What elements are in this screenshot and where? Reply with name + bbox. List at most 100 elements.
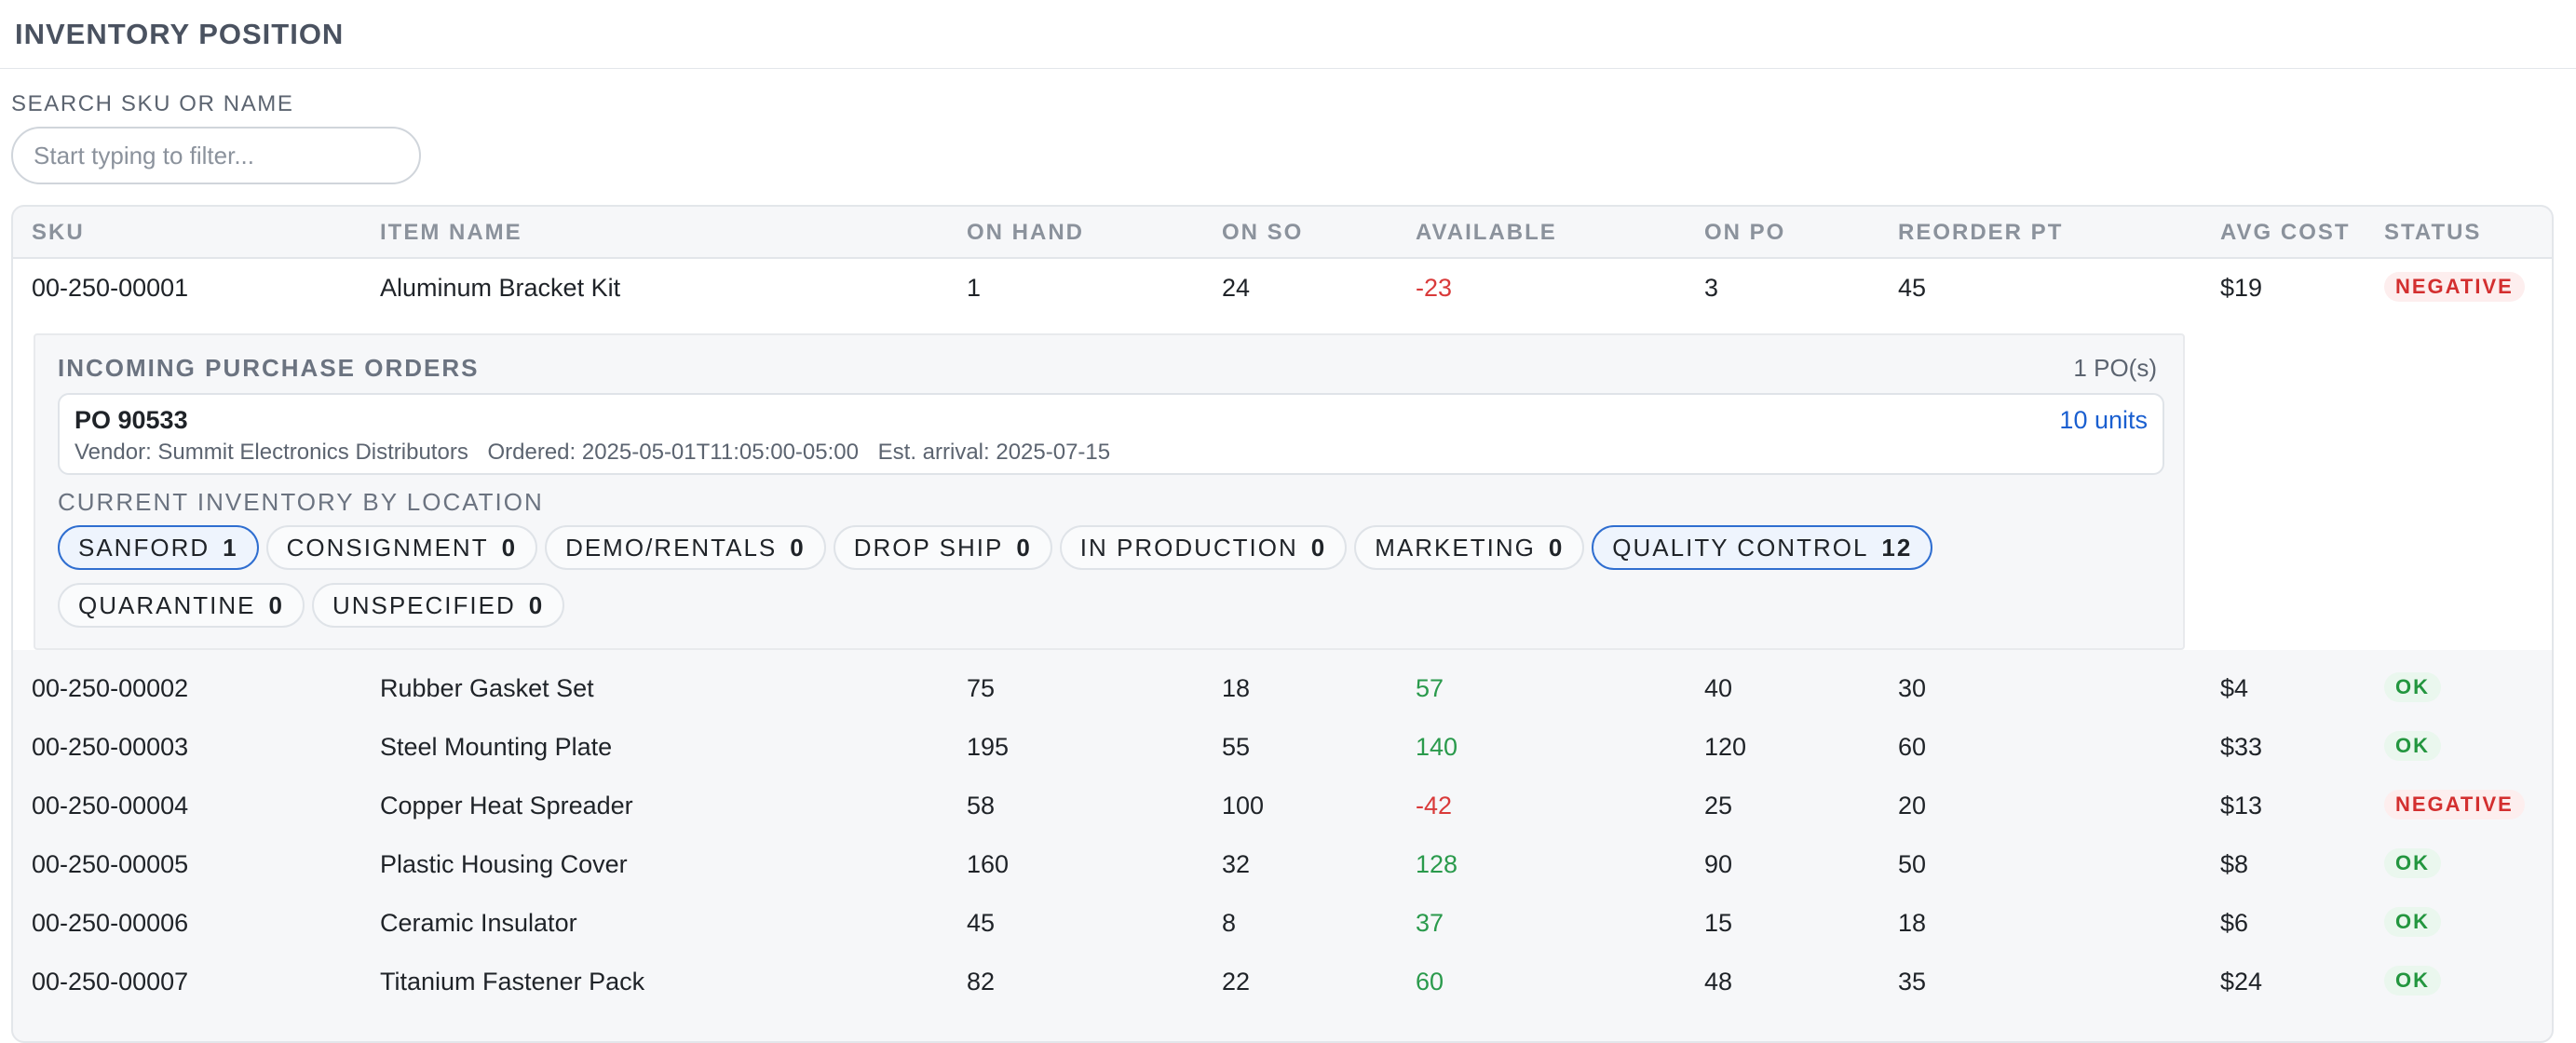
on-hand-cell: 195 [967,733,1010,761]
search-input[interactable] [11,127,421,184]
status-badge: OK [2384,966,2441,996]
reorder-pt-cell: 18 [1898,909,1927,937]
on-po-cell: 90 [1704,850,1733,878]
on-hand-cell: 1 [967,274,982,302]
on-so-cell: 18 [1222,674,1251,702]
location-count: 0 [1016,533,1032,562]
column-header-on-po[interactable]: ON PO [1704,220,1786,245]
location-name: QUARANTINE [78,590,256,619]
sku-cell: 00-250-00005 [32,850,189,878]
location-chip-list: SANFORD 1 CONSIGNMENT 0 DEMO/RENTALS 0 DROP SH… [58,525,2172,641]
table-row[interactable]: 00-250-00006 Ceramic Insulator 45 8 37 1… [13,894,2552,953]
location-count: 1 [223,533,238,562]
avg-cost-cell: $19 [2220,274,2263,302]
column-header-on-hand[interactable]: ON HAND [967,220,1084,245]
status-badge: OK [2384,731,2441,761]
table-row[interactable]: 00-250-00003 Steel Mounting Plate 195 55… [13,718,2552,777]
search-label: SEARCH SKU OR NAME [11,91,294,116]
location-name: QUALITY CONTROL [1612,533,1869,562]
status-badge: NEGATIVE [2384,790,2525,820]
column-header-reorder-pt[interactable]: REORDER PT [1898,220,2064,245]
location-count: 0 [1310,533,1327,562]
table-row[interactable]: 00-250-00005 Plastic Housing Cover 160 3… [13,835,2552,894]
location-name: DROP SHIP [853,533,1004,562]
location-count: 0 [501,533,518,562]
reorder-pt-cell: 60 [1898,733,1927,761]
available-cell: 60 [1416,968,1444,996]
sku-cell: 00-250-00006 [32,909,189,937]
table-header-row: SKU ITEM NAME ON HAND ON SO AVAILABLE ON… [13,207,2552,259]
available-cell: -23 [1416,274,1453,302]
reorder-pt-cell: 35 [1898,968,1927,996]
on-po-cell: 15 [1704,909,1733,937]
on-po-cell: 48 [1704,968,1733,996]
incoming-po-title: INCOMING PURCHASE ORDERS [58,354,480,382]
column-header-avg-cost[interactable]: AVG COST [2220,220,2351,245]
location-name: IN PRODUCTION [1079,533,1298,562]
on-hand-cell: 82 [967,968,996,996]
column-header-available[interactable]: AVAILABLE [1416,220,1557,245]
on-so-cell: 24 [1222,274,1251,302]
sku-cell: 00-250-00003 [32,733,189,761]
po-units-link[interactable]: 10 units [2059,406,2148,434]
item-name-cell: Titanium Fastener Pack [380,968,645,996]
location-count: 0 [268,590,284,619]
column-header-on-so[interactable]: ON SO [1222,220,1304,245]
on-so-cell: 32 [1222,850,1251,878]
available-cell: 37 [1416,909,1444,937]
on-hand-cell: 75 [967,674,996,702]
location-chip-drop-ship[interactable]: DROP SHIP 0 [833,525,1052,570]
item-name-cell: Aluminum Bracket Kit [380,274,621,302]
location-name: DEMO/RENTALS [565,533,778,562]
po-vendor: Vendor: Summit Electronics Distributors [75,440,468,465]
location-chip-unspecified[interactable]: UNSPECIFIED 0 [311,583,565,628]
table-row[interactable]: 00-250-00007 Titanium Fastener Pack 82 2… [13,953,2552,1011]
location-count: 0 [790,533,806,562]
sku-cell: 00-250-00004 [32,792,189,820]
reorder-pt-cell: 50 [1898,850,1927,878]
po-ordered-date: Ordered: 2025-05-01T11:05:00-05:00 [487,440,859,465]
table-row[interactable]: 00-250-00004 Copper Heat Spreader 58 100… [13,777,2552,835]
location-name: CONSIGNMENT [286,533,489,562]
search-section: SEARCH SKU OR NAME [11,91,421,184]
location-chip-quarantine[interactable]: QUARANTINE 0 [58,583,305,628]
page-title: INVENTORY POSITION [15,17,345,50]
sku-cell: 00-250-00007 [32,968,189,996]
location-name: SANFORD [78,533,210,562]
location-chip-sanford[interactable]: SANFORD 1 [58,525,259,570]
on-so-cell: 22 [1222,968,1251,996]
on-so-cell: 55 [1222,733,1251,761]
table-row[interactable]: 00-250-00002 Rubber Gasket Set 75 18 57 … [13,659,2552,718]
on-so-cell: 8 [1222,909,1237,937]
row-detail-panel: INCOMING PURCHASE ORDERS 1 PO(s) PO 9053… [34,333,2185,650]
location-count: 0 [528,590,545,619]
location-chip-quality-control[interactable]: QUALITY CONTROL 12 [1592,525,1933,570]
available-cell: 140 [1416,733,1458,761]
location-count: 0 [1548,533,1565,562]
location-chip-demo-rentals[interactable]: DEMO/RENTALS 0 [545,525,826,570]
po-count: 1 PO(s) [2073,354,2157,382]
location-section-title: CURRENT INVENTORY BY LOCATION [58,488,544,516]
avg-cost-cell: $24 [2220,968,2263,996]
location-chip-in-production[interactable]: IN PRODUCTION 0 [1059,525,1348,570]
available-cell: 57 [1416,674,1444,702]
table-row[interactable]: 00-250-00001 Aluminum Bracket Kit 1 24 -… [13,259,2552,318]
column-header-sku[interactable]: SKU [32,220,85,245]
on-hand-cell: 58 [967,792,996,820]
page-header: INVENTORY POSITION [0,0,2576,69]
avg-cost-cell: $8 [2220,850,2249,878]
status-badge: OK [2384,848,2441,878]
avg-cost-cell: $33 [2220,733,2263,761]
on-hand-cell: 45 [967,909,996,937]
location-chip-consignment[interactable]: CONSIGNMENT 0 [265,525,538,570]
column-header-status[interactable]: STATUS [2384,220,2482,245]
po-card[interactable]: PO 90533 10 units Vendor: Summit Electro… [58,393,2164,475]
available-cell: 128 [1416,850,1458,878]
location-chip-marketing[interactable]: MARKETING 0 [1354,525,1585,570]
sku-cell: 00-250-00002 [32,674,189,702]
item-name-cell: Ceramic Insulator [380,909,577,937]
item-name-cell: Steel Mounting Plate [380,733,613,761]
avg-cost-cell: $6 [2220,909,2249,937]
column-header-item-name[interactable]: ITEM NAME [380,220,522,245]
reorder-pt-cell: 45 [1898,274,1927,302]
